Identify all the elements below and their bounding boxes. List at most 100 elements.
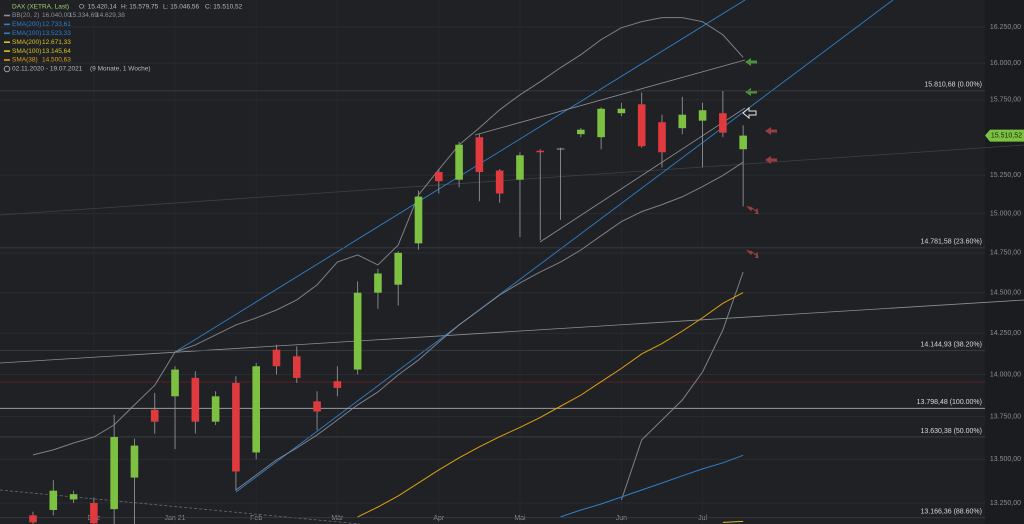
candle-body [597, 108, 605, 138]
fib-label: 13.798,48 (100.00%) [917, 399, 982, 406]
y-tick-label: 14.000,00 [990, 371, 1021, 378]
trend-line [0, 299, 1024, 364]
candle-body [739, 135, 747, 150]
candle-body [292, 356, 301, 378]
arrow-white [742, 106, 757, 120]
arrow-green [745, 58, 757, 66]
legend-ohlc: L: 15.046,56 [163, 4, 200, 11]
candle-body [333, 381, 342, 388]
candle-body [252, 366, 260, 453]
legend-value: 14.629,38 [96, 12, 125, 19]
candle-body [69, 494, 78, 500]
y-tick-label: 14.250,00 [990, 330, 1021, 337]
candle-body [130, 445, 139, 478]
candle-body [678, 114, 687, 129]
bollinger-lower [620, 271, 744, 501]
candle-body [617, 108, 626, 114]
legend: DAX (XETRA, Last) O: 15.420,14 H: 15.579… [3, 4, 243, 73]
y-tick-label: 13.750,00 [990, 413, 1021, 420]
candle-body [516, 155, 524, 180]
candle-body [455, 144, 463, 180]
x-tick-label: Mär [331, 515, 344, 522]
legend-label: BB(20, 2) [12, 12, 39, 19]
candle-body [374, 273, 382, 293]
legend-value: 12.671,33 [42, 39, 71, 46]
legend-value: 13.145,64 [42, 48, 71, 55]
y-tick-label: 13.250,00 [990, 500, 1021, 507]
period-icon [3, 65, 11, 73]
candle-body [435, 172, 443, 182]
x-tick-label: Jun [616, 515, 627, 522]
period: 02.11.2020 - 19.07.2021 [12, 66, 83, 73]
legend-value: 14.500,63 [42, 57, 71, 64]
candle-body [637, 104, 646, 147]
y-tick-label: 15.250,00 [990, 172, 1021, 179]
triangle-line [539, 107, 746, 243]
candle-body [475, 137, 484, 173]
legend-value: 16.040,00 [42, 12, 71, 19]
legend-ohlc: C: 15.510,52 [205, 4, 243, 11]
candle-body [313, 401, 321, 412]
y-tick-label: 14.500,00 [990, 290, 1021, 297]
triangle-line [474, 59, 746, 136]
candle-body [272, 349, 281, 367]
legend-ohlc: H: 15.579,75 [121, 4, 159, 11]
moving-average [357, 292, 744, 518]
moving-average [560, 454, 744, 518]
y-tick-label: 16.250,00 [990, 24, 1021, 31]
candle-body [556, 148, 565, 150]
x-tick-label: Feb [250, 515, 262, 522]
candle-body [150, 409, 159, 422]
bollinger-middle [235, 161, 744, 491]
candle-body [211, 396, 220, 422]
fib-label: 15.810,68 (0.00%) [924, 82, 982, 89]
bollinger-upper [32, 17, 744, 456]
fib-label: 14.781,58 (23.60%) [921, 239, 983, 246]
y-tick-label: 14.750,00 [990, 250, 1021, 257]
x-tick-label: Jan 21 [165, 515, 186, 522]
fib-label: 13.630,38 (50.00%) [921, 428, 983, 435]
trend-line [0, 144, 1024, 216]
candle-body [90, 502, 98, 524]
axis-background [985, 0, 1024, 524]
candle-body [658, 122, 666, 153]
candle-body [171, 369, 179, 397]
legend-label: SMA(100) [12, 48, 41, 55]
arrow-red [765, 156, 777, 164]
arrow-red [765, 127, 777, 135]
legend-label: SMA(200) [12, 39, 41, 46]
arrow-red [746, 250, 759, 258]
candle-body [495, 170, 504, 194]
period-note: (9 Monate, 1 Woche) [90, 66, 151, 73]
y-tick-label: 16.000,00 [990, 60, 1021, 67]
candle-body [191, 377, 200, 422]
legend-label: EMA(200) [12, 21, 41, 28]
candle-body [353, 292, 362, 370]
plot-background [0, 0, 985, 524]
candle-body [394, 252, 403, 285]
fib-label: 13.166,36 (88.60%) [921, 509, 983, 516]
candle-body [698, 110, 707, 121]
candle-body [49, 490, 58, 511]
candle-body [29, 515, 37, 523]
channel-line [235, 0, 894, 493]
arrow-red [746, 206, 759, 214]
legend-value: 12.733,61 [42, 21, 71, 28]
price-tag-bg [985, 129, 1024, 142]
y-tick-label: 13.500,00 [990, 456, 1021, 463]
x-tick-label: Jul [698, 515, 707, 522]
moving-average [722, 520, 744, 523]
trend-line [0, 489, 361, 524]
candle-body [577, 129, 585, 135]
candle-body [414, 196, 423, 244]
legend-title: DAX (XETRA, Last) [12, 4, 69, 11]
x-tick-label: Mai [514, 515, 526, 522]
legend-ohlc: O: 15.420,14 [79, 4, 117, 11]
candle-body [110, 437, 118, 510]
signal-arrows [742, 58, 777, 258]
legend-label: EMA(100) [12, 30, 41, 37]
y-tick-label: 15.750,00 [990, 97, 1021, 104]
candle-body [536, 150, 545, 153]
